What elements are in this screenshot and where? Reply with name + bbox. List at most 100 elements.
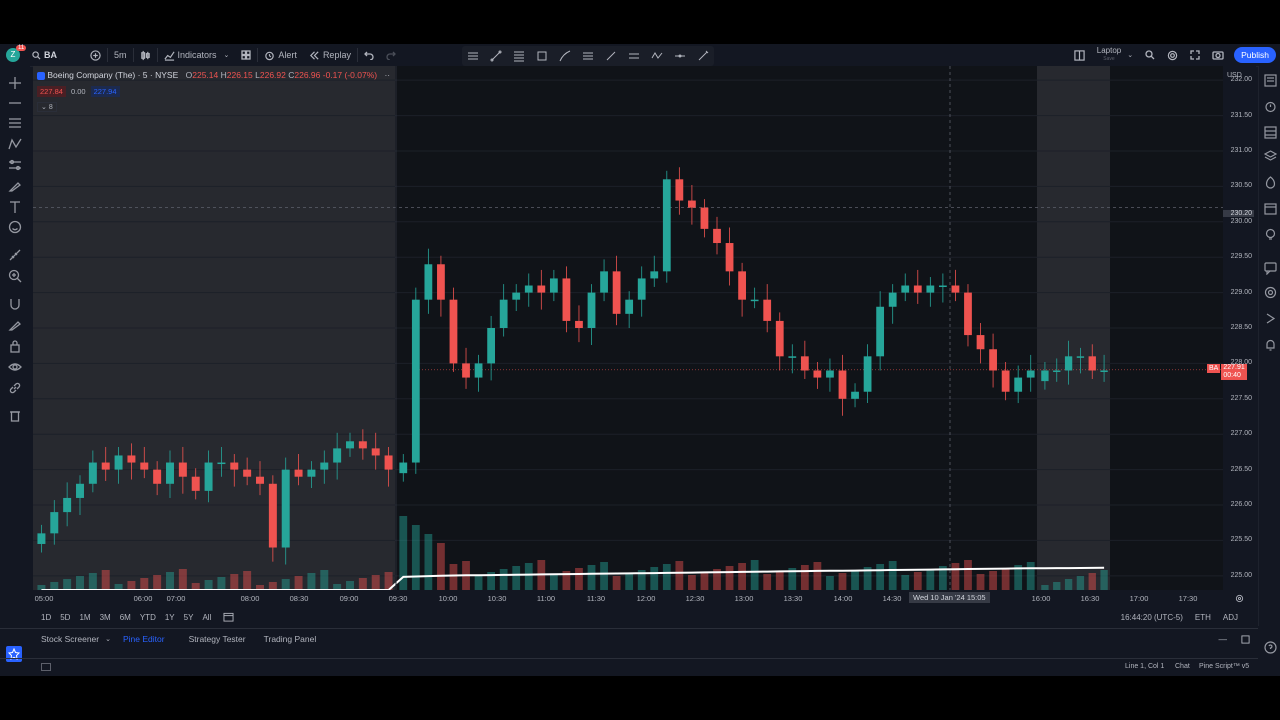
range-button-1d[interactable]: 1D xyxy=(41,612,52,622)
help-button[interactable] xyxy=(1264,641,1277,654)
range-button-3m[interactable]: 3M xyxy=(99,612,111,622)
volume-bar xyxy=(204,580,213,590)
ruler-tool[interactable] xyxy=(8,248,22,262)
chat-link[interactable]: Chat xyxy=(1175,663,1190,670)
streams-button[interactable] xyxy=(1264,286,1277,299)
ideas-button[interactable] xyxy=(1264,228,1277,241)
more-icon[interactable]: ·· xyxy=(384,70,391,80)
maximize-panel-icon[interactable] xyxy=(1241,634,1250,644)
zoom-tool[interactable] xyxy=(8,269,22,283)
session-toggle[interactable]: ETH xyxy=(1194,612,1211,622)
price-chart[interactable] xyxy=(33,66,1223,590)
redo-button[interactable] xyxy=(380,44,402,66)
alerts-button[interactable] xyxy=(1264,100,1277,113)
layout-menu-button[interactable]: Laptop Save xyxy=(1091,44,1127,66)
replay-button[interactable]: Replay xyxy=(303,44,357,66)
user-menu-button[interactable]: Z 11 xyxy=(0,44,27,66)
range-button-1y[interactable]: 1Y xyxy=(164,612,175,622)
interval-button[interactable]: 5m xyxy=(108,44,133,66)
templates-button[interactable] xyxy=(235,44,257,66)
text-tool[interactable] xyxy=(8,200,22,214)
adjust-toggle[interactable]: ADJ xyxy=(1222,612,1238,622)
fib-icon[interactable] xyxy=(582,50,594,62)
price-tick: 228.00 xyxy=(1230,359,1252,367)
legend-title[interactable]: Boeing Company (The) · 5 · NYSE xyxy=(47,70,179,80)
indicators-button[interactable]: Indicators ⌄ xyxy=(158,44,236,66)
snapshot-button[interactable] xyxy=(1206,44,1230,66)
tab-stock-screener[interactable]: Stock Screener xyxy=(41,634,100,644)
layout-grid-button[interactable] xyxy=(1068,44,1091,66)
rectangle-icon[interactable] xyxy=(536,50,548,62)
hotlists-button[interactable] xyxy=(1264,176,1277,189)
trendline-icon[interactable] xyxy=(490,50,502,62)
alert-button[interactable]: Alert xyxy=(258,44,303,66)
icon-tool[interactable] xyxy=(8,220,22,234)
range-button-ytd[interactable]: YTD xyxy=(139,612,156,622)
console-icon[interactable] xyxy=(41,663,51,671)
crosshair-tool[interactable] xyxy=(8,76,22,90)
indicators-toggle[interactable]: ⌄ 8 xyxy=(37,102,57,112)
magnet-tool[interactable] xyxy=(8,297,22,311)
compare-button[interactable] xyxy=(84,44,107,66)
buy-button[interactable]: 227.94 xyxy=(90,86,120,97)
pattern-icon[interactable] xyxy=(651,50,663,62)
lock-tool[interactable] xyxy=(8,339,22,353)
divider xyxy=(156,48,158,62)
hide-drawings-tool[interactable] xyxy=(8,360,22,374)
calendar-button[interactable] xyxy=(1264,202,1277,215)
sell-button[interactable]: 227.84 xyxy=(37,86,66,97)
pitchfork-icon[interactable] xyxy=(467,50,479,62)
object-tree-button[interactable] xyxy=(1263,150,1278,163)
volume-bar xyxy=(637,570,646,590)
horizontal-line-icon[interactable] xyxy=(674,50,686,62)
range-button-1m[interactable]: 1M xyxy=(79,612,91,622)
magic-wand-icon[interactable] xyxy=(697,50,709,62)
stay-drawing-tool[interactable] xyxy=(8,318,22,332)
range-button-5d[interactable]: 5D xyxy=(60,612,71,622)
camera-icon xyxy=(1212,51,1224,60)
watchlist-button[interactable] xyxy=(1264,74,1277,87)
symbol-search-button[interactable]: BA xyxy=(26,44,84,66)
tab-pine-editor[interactable]: Pine Editor xyxy=(123,634,165,644)
pattern-tool[interactable] xyxy=(8,137,22,151)
chart-type-button[interactable] xyxy=(134,44,157,66)
undo-button[interactable] xyxy=(358,44,380,66)
search-icon xyxy=(32,50,41,60)
settings-button[interactable] xyxy=(1161,44,1184,66)
fullscreen-button[interactable] xyxy=(1184,44,1206,66)
close-value: 226.96 xyxy=(294,70,321,80)
notifications-button[interactable] xyxy=(1264,338,1277,351)
range-button-6m[interactable]: 6M xyxy=(119,612,131,622)
trendline-tool[interactable] xyxy=(8,96,22,110)
range-button-all[interactable]: All xyxy=(202,612,212,622)
brush-tool[interactable] xyxy=(8,179,22,193)
publish-button[interactable]: Publish xyxy=(1234,47,1276,63)
minimize-panel-icon[interactable]: — xyxy=(1218,634,1228,644)
chevron-down-icon[interactable]: ⌄ xyxy=(1127,52,1134,59)
quick-search-button[interactable] xyxy=(1139,44,1161,66)
ray-icon[interactable] xyxy=(628,50,640,62)
trading-button[interactable] xyxy=(1264,312,1277,325)
fib-tool[interactable] xyxy=(8,116,22,130)
currency-label[interactable]: USD xyxy=(1227,72,1242,79)
chart-pane[interactable]: Boeing Company (The) · 5 · NYSE O225.14 … xyxy=(33,66,1223,590)
tab-trading-panel[interactable]: Trading Panel xyxy=(263,634,317,644)
time-axis[interactable]: 05:00 06:00 07:00 08:00 08:30 09:00 09:30 10:00… xyxy=(33,590,1256,606)
pine-version[interactable]: Pine Script™ v5 xyxy=(1199,663,1250,670)
price-axis[interactable]: USD 232.00 231.50 231.00 230.50 230.00 229.50… xyxy=(1223,66,1256,590)
chats-button[interactable] xyxy=(1264,262,1277,276)
time-axis-settings-icon[interactable] xyxy=(1235,594,1244,603)
range-button-5y[interactable]: 5Y xyxy=(183,612,194,622)
brush-icon[interactable] xyxy=(559,50,571,62)
delete-drawings-tool[interactable] xyxy=(8,409,22,423)
tab-strategy-tester[interactable]: Strategy Tester xyxy=(188,634,246,644)
link-tool[interactable] xyxy=(8,381,22,395)
timezone-clock[interactable]: 16:44:20 (UTC-5) xyxy=(1120,612,1183,622)
forecast-tool[interactable] xyxy=(8,158,22,172)
play-icon xyxy=(1266,313,1276,324)
parallel-channel-icon[interactable] xyxy=(513,50,525,62)
calendar-range-icon[interactable] xyxy=(223,612,234,622)
data-window-button[interactable] xyxy=(1264,126,1277,139)
chevron-down-icon[interactable]: ⌄ xyxy=(105,636,111,643)
pen-icon[interactable] xyxy=(605,50,617,62)
